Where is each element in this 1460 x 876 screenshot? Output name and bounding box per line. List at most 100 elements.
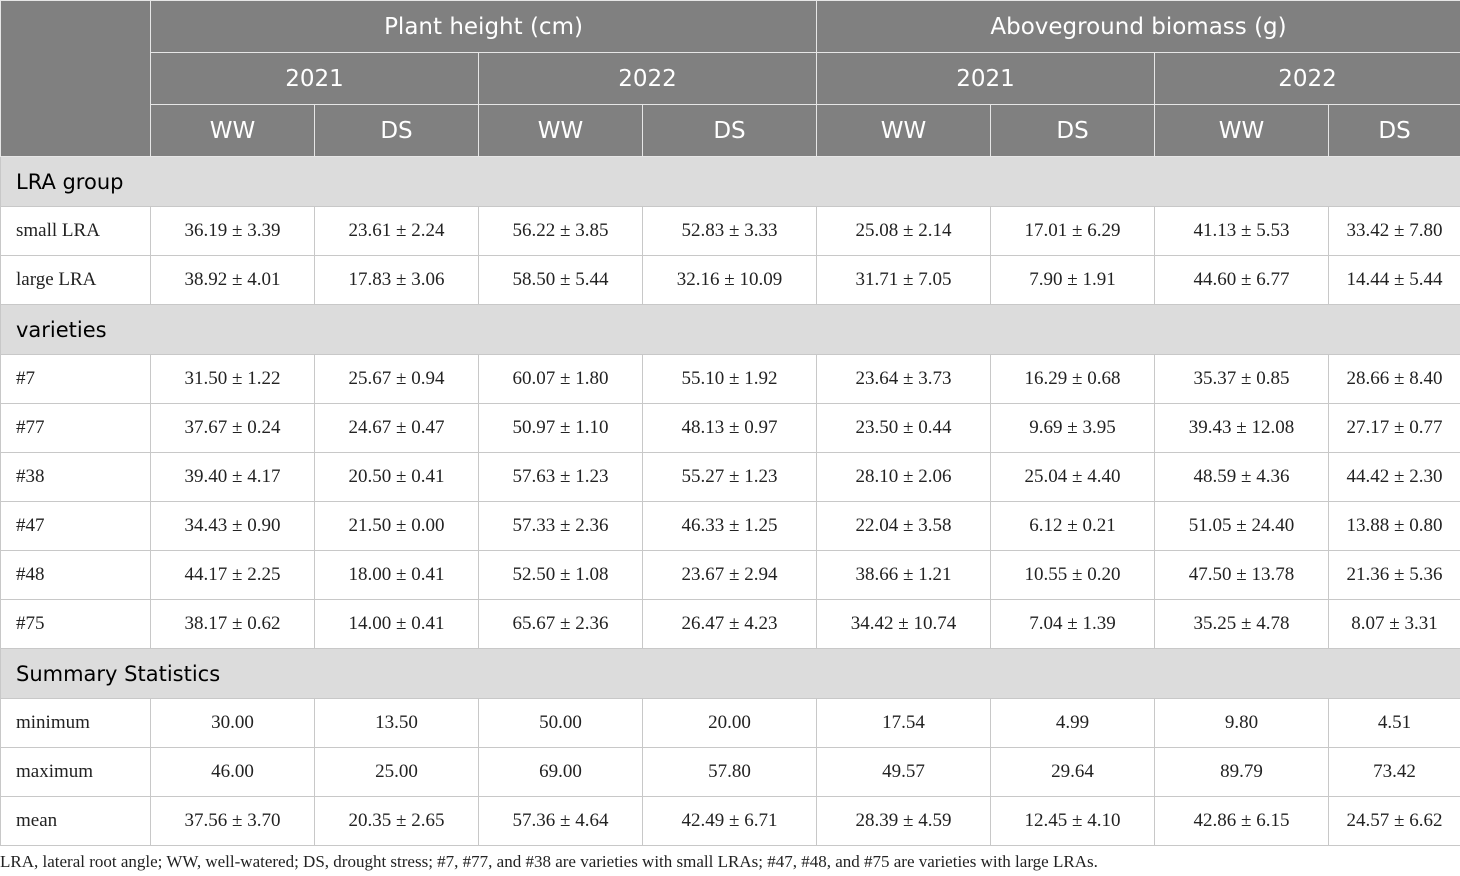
year-header: 2021 <box>150 52 479 105</box>
cell: 35.25 ± 4.78 <box>1154 599 1330 649</box>
data-row: #47 34.43 ± 0.90 21.50 ± 0.00 57.33 ± 2.36 4… <box>0 501 1460 551</box>
cell: 34.42 ± 10.74 <box>816 599 992 649</box>
cell: 32.16 ± 10.09 <box>641 255 818 305</box>
cell: 51.05 ± 24.40 <box>1154 501 1330 551</box>
cell: 48.59 ± 4.36 <box>1154 452 1330 502</box>
cell: 7.04 ± 1.39 <box>990 599 1156 649</box>
data-table: Plant height (cm) Aboveground biomass (g)… <box>0 0 1460 846</box>
section-title: LRA group <box>0 156 1460 207</box>
cell: 9.69 ± 3.95 <box>990 403 1156 453</box>
row-label: #77 <box>0 403 151 453</box>
cell: 22.04 ± 3.58 <box>816 501 992 551</box>
data-row: maximum 46.00 25.00 69.00 57.80 49.57 29.64 89.… <box>0 747 1460 797</box>
cell: 57.63 ± 1.23 <box>478 452 643 502</box>
treatment-header: DS <box>1328 104 1460 157</box>
cell: 17.54 <box>816 698 992 748</box>
section-title: Summary Statistics <box>0 648 1460 699</box>
treatment-header: WW <box>478 104 643 157</box>
cell: 27.17 ± 0.77 <box>1328 403 1460 453</box>
cell: 48.13 ± 0.97 <box>641 403 818 453</box>
cell: 14.44 ± 5.44 <box>1328 255 1460 305</box>
treatment-header: WW <box>150 104 315 157</box>
cell: 46.33 ± 1.25 <box>641 501 818 551</box>
cell: 46.00 <box>150 747 315 797</box>
cell: 39.43 ± 12.08 <box>1154 403 1330 453</box>
data-row: #7 31.50 ± 1.22 25.67 ± 0.94 60.07 ± 1.80 55… <box>0 354 1460 404</box>
year-header: 2022 <box>1154 52 1460 105</box>
data-row: large LRA 38.92 ± 4.01 17.83 ± 3.06 58.50 ±… <box>0 255 1460 305</box>
row-label: large LRA <box>0 255 151 305</box>
treatment-header: DS <box>314 104 479 157</box>
cell: 14.00 ± 0.41 <box>314 599 479 649</box>
section-title: varieties <box>0 304 1460 355</box>
cell: 23.50 ± 0.44 <box>816 403 992 453</box>
cell: 50.97 ± 1.10 <box>478 403 643 453</box>
data-row: mean 37.56 ± 3.70 20.35 ± 2.65 57.36 ± 4.64… <box>0 796 1460 846</box>
cell: 69.00 <box>478 747 643 797</box>
cell: 55.10 ± 1.92 <box>641 354 818 404</box>
cell: 10.55 ± 0.20 <box>990 550 1156 600</box>
section-row: LRA group <box>0 156 1460 207</box>
cell: 35.37 ± 0.85 <box>1154 354 1330 404</box>
row-label: minimum <box>0 698 151 748</box>
cell: 16.29 ± 0.68 <box>990 354 1156 404</box>
cell: 4.99 <box>990 698 1156 748</box>
cell: 6.12 ± 0.21 <box>990 501 1156 551</box>
cell: 44.17 ± 2.25 <box>150 550 315 600</box>
cell: 23.61 ± 2.24 <box>314 206 479 256</box>
treatment-header: WW <box>816 104 992 157</box>
group-header: Plant height (cm) <box>149 0 818 53</box>
cell: 17.83 ± 3.06 <box>314 255 479 305</box>
cell: 58.50 ± 5.44 <box>478 255 643 305</box>
header-row: Plant height (cm) Aboveground biomass (g) <box>0 0 1460 157</box>
cell: 29.64 <box>990 747 1156 797</box>
row-label: #38 <box>0 452 151 502</box>
cell: 18.00 ± 0.41 <box>314 550 479 600</box>
cell: 23.67 ± 2.94 <box>641 550 818 600</box>
data-row: minimum 30.00 13.50 50.00 20.00 17.54 4.99 9.80… <box>0 698 1460 748</box>
cell: 20.35 ± 2.65 <box>314 796 479 846</box>
cell: 25.67 ± 0.94 <box>314 354 479 404</box>
year-header: 2021 <box>816 52 1156 105</box>
cell: 49.57 <box>816 747 992 797</box>
year-header: 2022 <box>477 52 818 105</box>
cell: 56.22 ± 3.85 <box>478 206 643 256</box>
row-label: mean <box>0 796 151 846</box>
row-label: #47 <box>0 501 151 551</box>
data-row: small LRA 36.19 ± 3.39 23.61 ± 2.24 56.22 ±… <box>0 206 1460 256</box>
cell: 47.50 ± 13.78 <box>1154 550 1330 600</box>
cell: 73.42 <box>1328 747 1460 797</box>
cell: 17.01 ± 6.29 <box>990 206 1156 256</box>
cell: 24.57 ± 6.62 <box>1328 796 1460 846</box>
header-row: WW DS WW DS WW DS WW DS <box>1 104 1460 157</box>
cell: 41.13 ± 5.53 <box>1154 206 1330 256</box>
treatment-header: WW <box>1154 104 1330 157</box>
section-row: varieties <box>0 304 1460 355</box>
treatment-header: DS <box>990 104 1156 157</box>
cell: 21.36 ± 5.36 <box>1328 550 1460 600</box>
cell: 65.67 ± 2.36 <box>478 599 643 649</box>
cell: 28.66 ± 8.40 <box>1328 354 1460 404</box>
cell: 20.00 <box>641 698 818 748</box>
cell: 4.51 <box>1328 698 1460 748</box>
cell: 28.10 ± 2.06 <box>816 452 992 502</box>
cell: 21.50 ± 0.00 <box>314 501 479 551</box>
cell: 37.56 ± 3.70 <box>150 796 315 846</box>
cell: 13.50 <box>314 698 479 748</box>
cell: 42.49 ± 6.71 <box>641 796 818 846</box>
row-label: #75 <box>0 599 151 649</box>
cell: 39.40 ± 4.17 <box>150 452 315 502</box>
cell: 38.17 ± 0.62 <box>150 599 315 649</box>
section-row: Summary Statistics <box>0 648 1460 699</box>
cell: 44.42 ± 2.30 <box>1328 452 1460 502</box>
row-label: #48 <box>0 550 151 600</box>
cell: 7.90 ± 1.91 <box>990 255 1156 305</box>
cell: 12.45 ± 4.10 <box>990 796 1156 846</box>
cell: 89.79 <box>1154 747 1330 797</box>
header-row: 2021 2022 2021 2022 <box>1 52 1460 105</box>
data-row: #75 38.17 ± 0.62 14.00 ± 0.41 65.67 ± 2.36 2… <box>0 599 1460 649</box>
cell: 57.36 ± 4.64 <box>478 796 643 846</box>
cell: 34.43 ± 0.90 <box>150 501 315 551</box>
cell: 33.42 ± 7.80 <box>1328 206 1460 256</box>
